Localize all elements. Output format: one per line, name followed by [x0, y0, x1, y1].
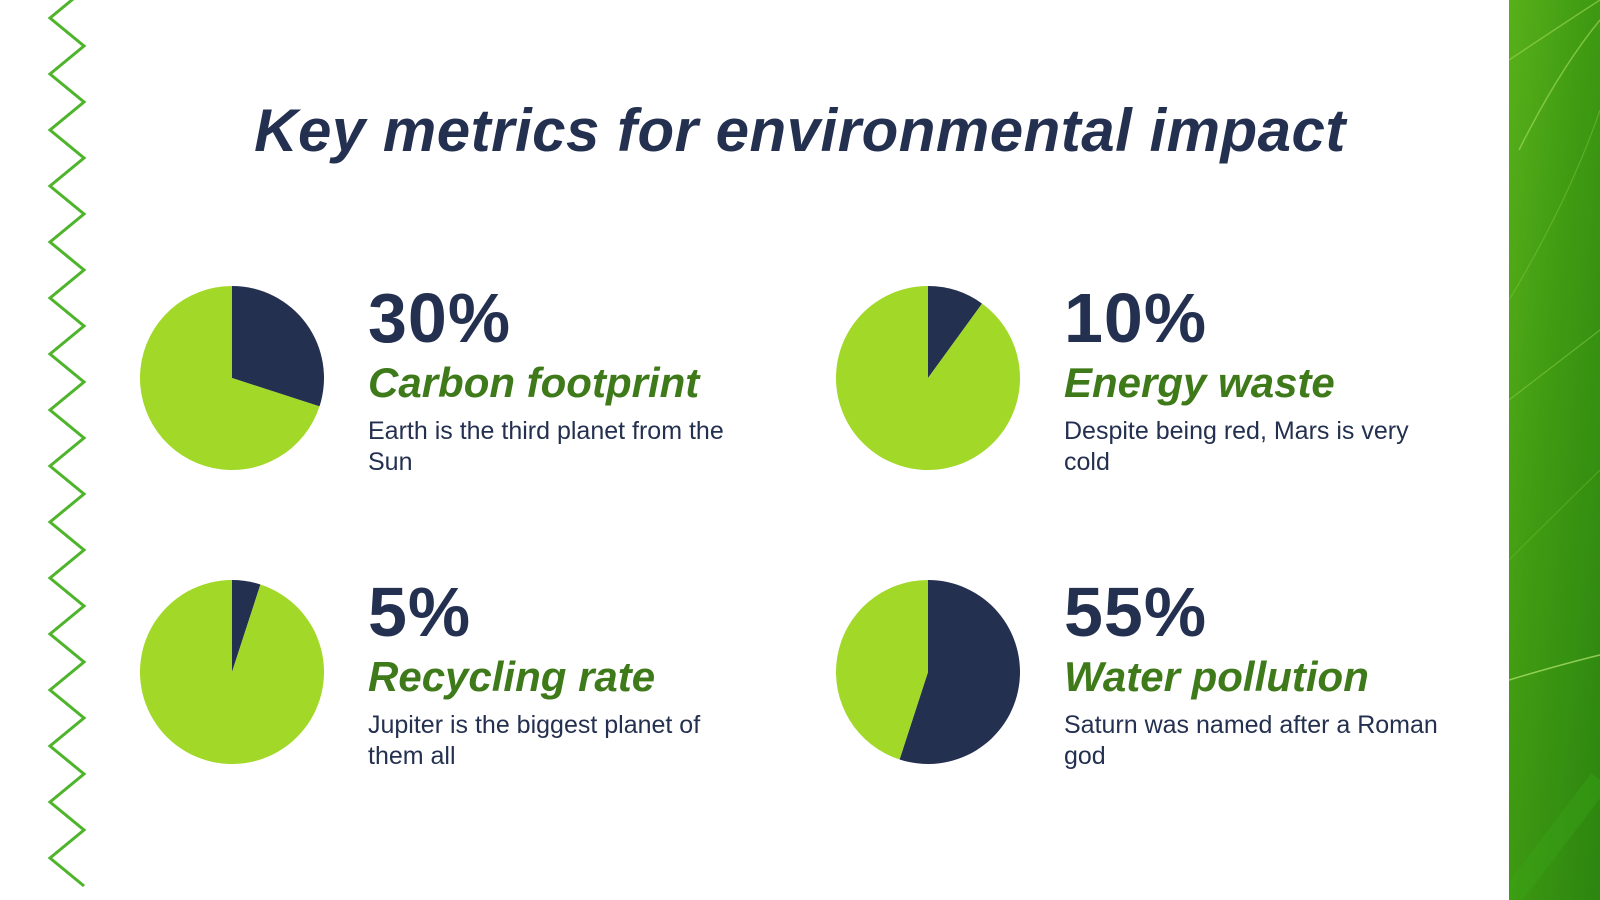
- metric-carbon-footprint: 30% Carbon footprint Earth is the third …: [140, 282, 780, 482]
- metric-value: 30%: [368, 279, 512, 357]
- page-title: Key metrics for environmental impact: [254, 97, 1346, 164]
- pie-slice-remainder: [140, 580, 324, 764]
- pie-slice-metric: [928, 286, 983, 378]
- pie-slice-remainder: [140, 286, 320, 470]
- metric-label: Water pollution: [1064, 653, 1369, 700]
- metric-description: Jupiter is the biggest planet of them al…: [368, 711, 701, 770]
- metric-label: Recycling rate: [368, 653, 656, 700]
- pie-chart-water-pollution: [836, 580, 1020, 764]
- pie-chart-energy-waste: [836, 286, 1020, 470]
- metric-description: Earth is the third planet from the Sun: [368, 417, 724, 476]
- pie-slice-remainder: [836, 286, 1020, 470]
- metric-recycling-rate: 5% Recycling rate Jupiter is the biggest…: [140, 576, 780, 776]
- pie-chart-carbon-footprint: [140, 286, 324, 470]
- metric-value: 5%: [368, 573, 472, 651]
- metric-description: Saturn was named after a Roman god: [1064, 711, 1438, 770]
- metric-label: Carbon footprint: [368, 359, 700, 406]
- metric-water-pollution: 55% Water pollution Saturn was named aft…: [836, 576, 1476, 776]
- zigzag-border-decoration: [47, 0, 87, 888]
- pie-chart-recycling-rate: [140, 580, 324, 764]
- pie-slice-metric: [232, 286, 324, 407]
- metric-value: 55%: [1064, 573, 1208, 651]
- pie-slice-metric: [899, 580, 1020, 764]
- metric-energy-waste: 10% Energy waste Despite being red, Mars…: [836, 282, 1476, 482]
- metric-value: 10%: [1064, 279, 1208, 357]
- metric-description: Despite being red, Mars is very cold: [1064, 417, 1409, 476]
- pie-slice-metric: [232, 580, 261, 672]
- metric-label: Energy waste: [1064, 359, 1335, 406]
- green-side-panel: [1509, 0, 1600, 900]
- pie-slice-remainder: [836, 580, 928, 760]
